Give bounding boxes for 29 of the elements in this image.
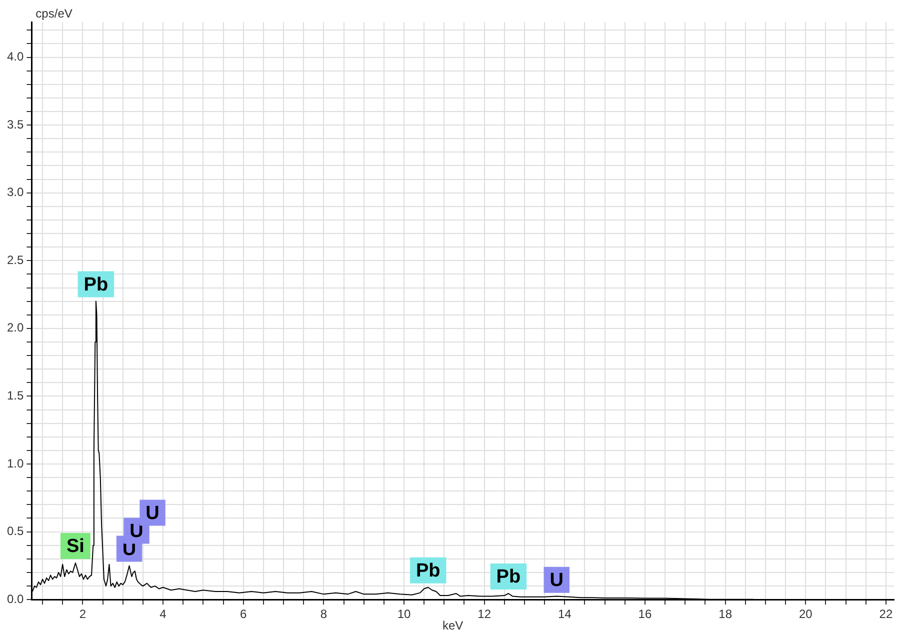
y-tick-label: 2.0 (6, 320, 24, 335)
y-tick-label: 4.0 (6, 50, 24, 64)
x-axis-title: keV (442, 618, 464, 632)
x-tick-label: 6 (240, 607, 247, 622)
x-tick-label: 10 (397, 607, 411, 622)
y-tick-label: 1.0 (6, 456, 24, 470)
x-tick-label: 16 (638, 607, 652, 622)
x-tick-label: 4 (160, 607, 167, 622)
y-axis-title: cps/eV (36, 6, 72, 20)
x-tick-label: 12 (478, 607, 492, 622)
annotation: Pb (416, 560, 440, 582)
x-tick-label: 22 (879, 607, 893, 622)
x-tick-label: 2 (79, 607, 86, 622)
annotation: Pb (84, 274, 108, 296)
y-tick-label: 1.5 (6, 388, 24, 403)
x-tick-label: 18 (718, 607, 732, 622)
y-tick-label: 3.5 (6, 117, 24, 132)
annotation: U (130, 520, 144, 542)
annotation: U (550, 570, 564, 592)
x-tick-label: 14 (558, 607, 572, 622)
x-tick-label: 20 (798, 607, 813, 622)
annotation: Si (66, 536, 84, 558)
x-tick-label: 8 (320, 607, 328, 622)
y-tick-label: 3.0 (6, 185, 24, 200)
y-tick-label: 0.0 (6, 592, 24, 606)
y-tick-label: 2.5 (6, 252, 24, 267)
annotation: Pb (496, 566, 521, 588)
y-tick-label: 0.5 (6, 524, 24, 538)
annotation: U (146, 502, 160, 524)
